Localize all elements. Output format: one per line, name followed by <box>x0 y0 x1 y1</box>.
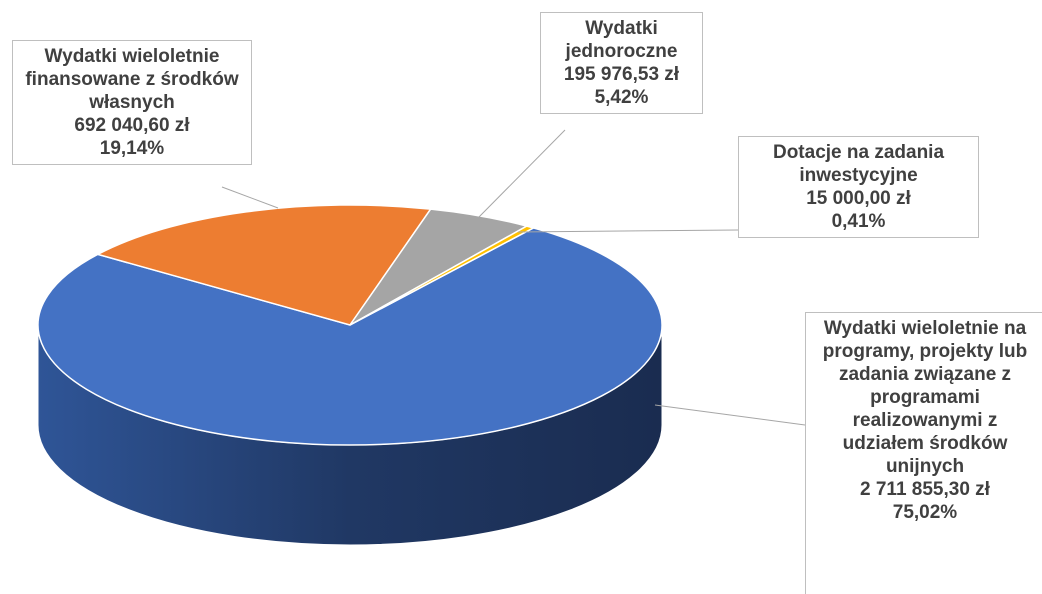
label-value: 75,02% <box>892 502 958 523</box>
label-value: 2 711 855,30 zł <box>860 479 990 500</box>
label-name: Wydatki wieloletnie na programy, projekt… <box>822 318 1028 477</box>
label-box: Wydatki jednoroczne 195 976,53 zł 5,42% <box>540 12 703 114</box>
slice <box>349 225 536 326</box>
label-box: Dotacje na zadania inwestycyjne 15 000,00… <box>738 136 979 238</box>
label-value: 0,41% <box>831 211 886 232</box>
leader-line <box>517 229 739 233</box>
label-value: 5,42% <box>594 87 649 108</box>
label-name: Wydatki wieloletnie finansowane z środkó… <box>25 46 239 113</box>
slice <box>95 204 433 326</box>
leader-line <box>221 186 279 209</box>
label-value: 15 000,00 zł <box>806 188 911 209</box>
label-value: 692 040,60 zł <box>74 115 190 136</box>
slice <box>37 227 663 446</box>
label-box: Wydatki wieloletnie na programy, projekt… <box>805 312 1042 594</box>
label-value: 19,14% <box>99 138 165 159</box>
label-value: 195 976,53 zł <box>563 64 680 85</box>
label-box: Wydatki wieloletnie finansowane z środkó… <box>12 40 252 165</box>
leader-line <box>654 404 806 426</box>
leader-line <box>477 129 566 219</box>
label-name: Dotacje na zadania inwestycyjne <box>772 142 945 186</box>
label-name: Wydatki jednoroczne <box>565 18 678 62</box>
